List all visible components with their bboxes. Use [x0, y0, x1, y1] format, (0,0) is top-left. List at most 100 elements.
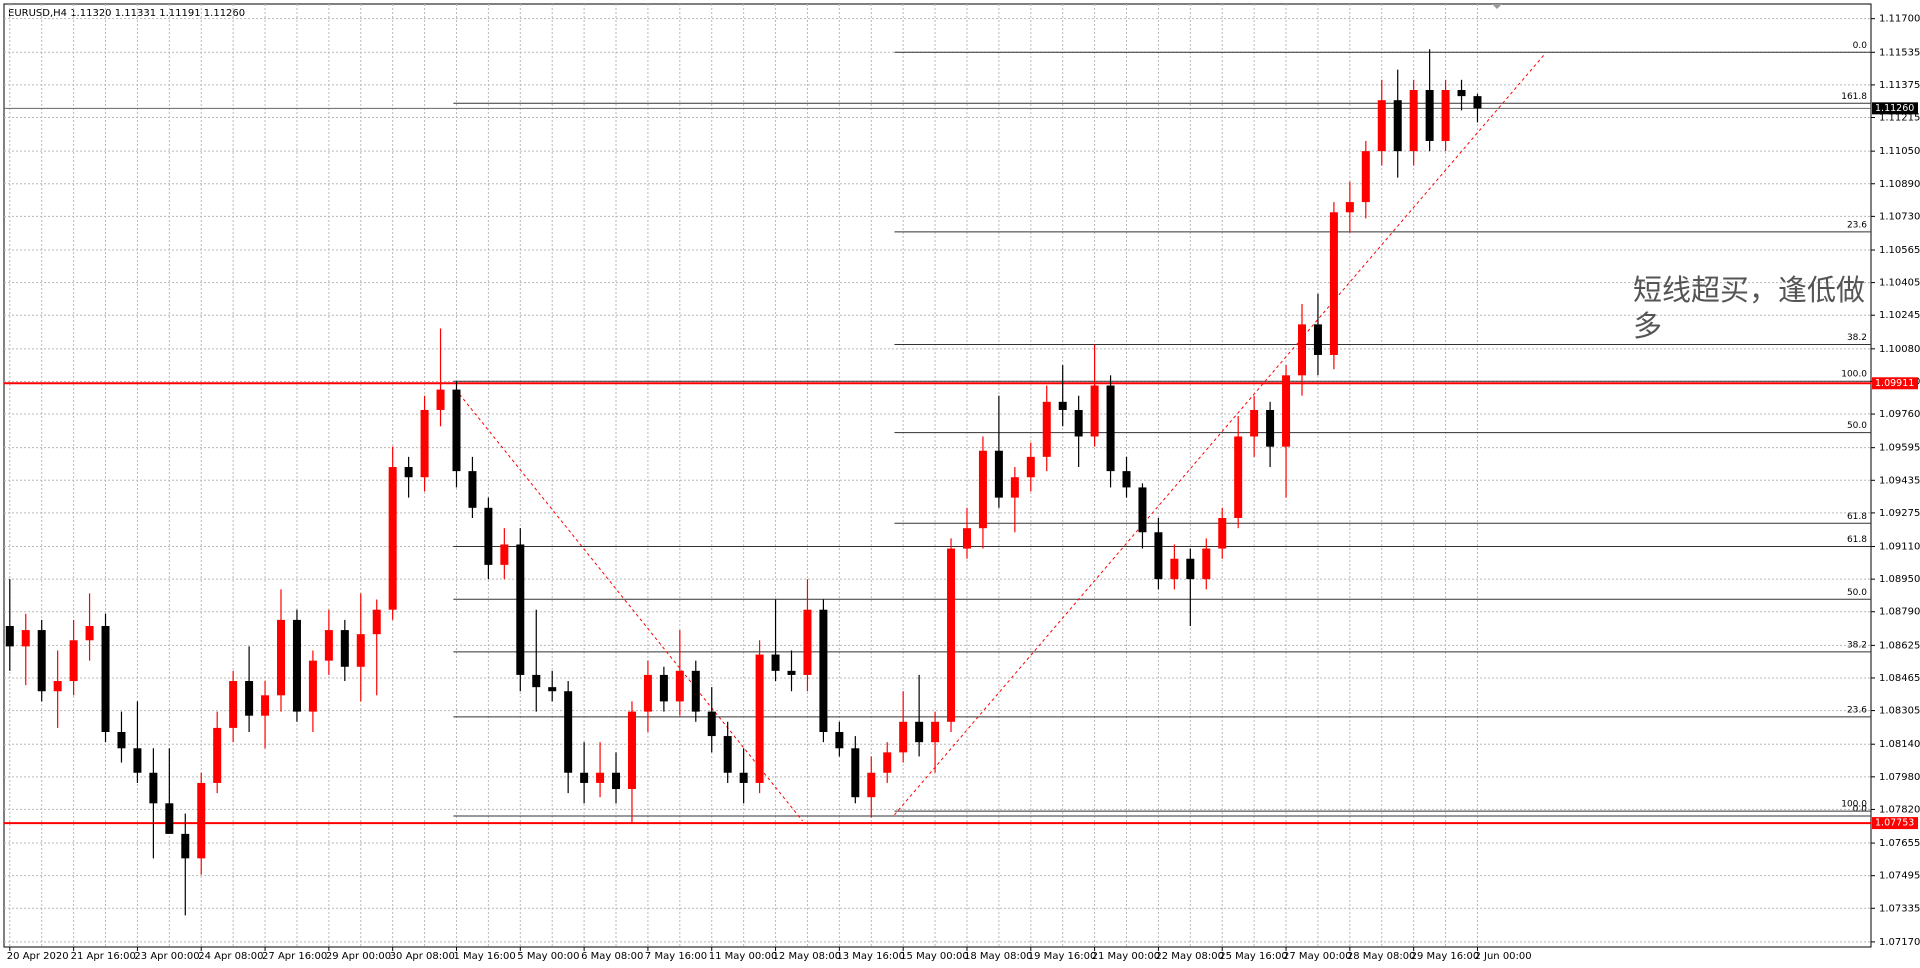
x-tick-label: 28 May 08:00: [1347, 951, 1416, 962]
candle-body: [452, 389, 461, 472]
y-tick-label: 1.10080: [1879, 344, 1920, 355]
candle-body: [1026, 456, 1035, 478]
x-tick-label: 25 May 16:00: [1219, 951, 1288, 962]
candle-body: [37, 630, 46, 692]
candle-body: [308, 660, 317, 712]
candle-body: [85, 626, 94, 641]
candle-body: [1425, 90, 1434, 141]
candle-body: [978, 450, 987, 529]
candle-body: [1250, 409, 1259, 437]
candle-body: [133, 748, 142, 773]
x-tick-label: 6 May 08:00: [581, 951, 643, 962]
candle-body: [691, 670, 700, 712]
level-tag: [1872, 377, 1918, 390]
fib-label: 100.0: [1841, 370, 1867, 380]
y-tick-label: 1.07495: [1879, 871, 1920, 882]
fib-label: 0.0: [1853, 804, 1868, 814]
shift-marker: [1492, 4, 1502, 9]
candle-body: [213, 727, 222, 783]
candle-body: [21, 630, 30, 647]
y-tick-label: 1.08625: [1879, 640, 1920, 651]
candle-body: [1042, 401, 1051, 457]
fib-label: 50.0: [1847, 588, 1867, 598]
candle-body: [596, 772, 605, 783]
price-tag: [1872, 102, 1918, 115]
y-tick-label: 1.09110: [1879, 542, 1920, 553]
candle-body: [1473, 96, 1482, 109]
candle-body: [627, 711, 636, 790]
fib-label: 50.0: [1847, 421, 1867, 431]
y-tick-label: 1.11375: [1879, 80, 1920, 91]
candle-body: [516, 544, 525, 675]
candle-body: [1377, 100, 1386, 152]
candle-body: [101, 626, 110, 732]
x-tick-label: 21 May 00:00: [1092, 951, 1161, 962]
x-tick-label: 24 Apr 08:00: [198, 951, 263, 962]
y-tick-label: 1.07820: [1879, 804, 1920, 815]
candle-body: [292, 619, 301, 712]
candle-body: [53, 681, 62, 692]
candle-body: [117, 731, 126, 749]
candle-body: [819, 609, 828, 732]
candle-body: [851, 748, 860, 798]
candle-body: [580, 772, 589, 783]
fib-label: 23.6: [1847, 705, 1867, 715]
candle-body: [340, 630, 349, 667]
candle-body: [181, 833, 190, 859]
level-tag-label: 1.09911: [1875, 378, 1914, 389]
candle-body: [165, 803, 174, 834]
candle-body: [548, 687, 557, 692]
candle-body: [532, 674, 541, 688]
candle-body: [1154, 532, 1163, 580]
y-tick-label: 1.09275: [1879, 508, 1920, 519]
y-tick-label: 1.08305: [1879, 706, 1920, 717]
candle-body: [771, 654, 780, 671]
candle-body: [1074, 409, 1083, 437]
x-tick-label: 13 May 16:00: [836, 951, 905, 962]
candle-body: [803, 609, 812, 675]
y-tick-label: 1.10890: [1879, 179, 1920, 190]
candle-body: [947, 548, 956, 722]
candle-body: [675, 670, 684, 702]
y-tick-label: 1.08790: [1879, 607, 1920, 618]
y-tick-label: 1.10405: [1879, 278, 1920, 289]
y-tick-label: 1.11700: [1879, 14, 1920, 25]
x-tick-label: 30 Apr 08:00: [390, 951, 455, 962]
candle-body: [5, 626, 14, 647]
x-tick-label: 21 Apr 16:00: [71, 951, 136, 962]
fib-label: 161.8: [1841, 92, 1867, 102]
y-tick-label: 1.08140: [1879, 739, 1920, 750]
y-tick-label: 1.09595: [1879, 443, 1920, 454]
x-tick-label: 18 May 08:00: [964, 951, 1033, 962]
x-tick-label: 29 Apr 00:00: [326, 951, 391, 962]
candle-body: [899, 721, 908, 753]
y-tick-label: 1.09435: [1879, 475, 1920, 486]
level-tag: [1872, 817, 1918, 830]
candle-body: [404, 467, 413, 478]
fib-label: 61.8: [1847, 512, 1867, 522]
candle-body: [277, 619, 286, 696]
candle-body: [1409, 90, 1418, 152]
candle-body: [149, 772, 158, 804]
x-tick-label: 27 May 00:00: [1283, 951, 1352, 962]
x-tick-label: 2 Jun 00:00: [1474, 951, 1531, 962]
price-tag-label: 1.11260: [1875, 103, 1914, 114]
chart-title: EURUSD,H4 1.11320 1.11331 1.11191 1.1126…: [8, 8, 245, 19]
candle-body: [643, 674, 652, 712]
plot-frame: [3, 3, 1872, 948]
y-tick-label: 1.07170: [1879, 937, 1920, 948]
candle-body: [69, 640, 78, 682]
candle-body: [707, 711, 716, 737]
candle-body: [883, 752, 892, 773]
candle-body: [1393, 100, 1402, 152]
annotation: 短线超买，逢低做多: [1633, 273, 1866, 344]
x-tick-label: 1 May 16:00: [453, 951, 515, 962]
candle-body: [962, 528, 971, 549]
candle-body: [1361, 151, 1370, 203]
candle-body: [388, 467, 397, 610]
y-tick-label: 1.10565: [1879, 245, 1920, 256]
x-tick-label: 19 May 16:00: [1028, 951, 1097, 962]
candle-body: [723, 736, 732, 773]
